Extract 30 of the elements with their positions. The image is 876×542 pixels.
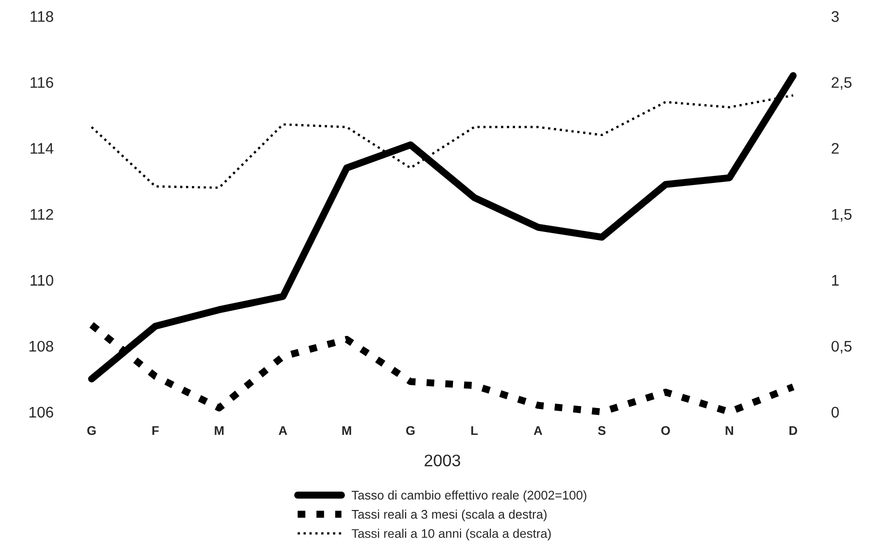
y-tick-label: 106 <box>30 406 54 418</box>
y-tick-label: 112 <box>30 208 54 220</box>
x-tick-label: G <box>87 426 96 435</box>
x-tick-label: D <box>789 426 798 435</box>
x-tick-label: O <box>661 426 670 435</box>
x-tick-label: N <box>726 426 734 435</box>
x-tick-label: S <box>598 426 606 435</box>
y2-tick-label: 1,5 <box>832 209 852 222</box>
x-tick-label: A <box>278 426 288 435</box>
y-tick-label: 110 <box>30 274 54 286</box>
legend-label: Tassi reali a 3 mesi (scala a destra) <box>352 510 547 522</box>
x-tick-label: M <box>342 426 352 435</box>
y2-tick-label: 0 <box>832 406 839 418</box>
y2-tick-label: 1 <box>832 275 839 286</box>
x-tick-label: F <box>152 426 159 435</box>
legend-label: Tassi reali a 10 anni (scala a destra) <box>352 528 551 540</box>
x-tick-label: G <box>406 426 415 435</box>
y-tick-label: 116 <box>30 77 54 88</box>
y2-tick-label: 2,5 <box>832 77 852 90</box>
x-axis-title: 2003 <box>424 454 460 466</box>
y-tick-label: 118 <box>30 11 54 22</box>
x-tick-label: A <box>534 426 542 435</box>
y2-tick-label: 2 <box>832 143 839 154</box>
x-tick-label: M <box>214 426 224 435</box>
y2-tick-label: 3 <box>832 11 839 22</box>
x-tick-label: L <box>471 426 478 435</box>
y-tick-label: 114 <box>30 143 54 154</box>
y2-tick-label: 0,5 <box>832 340 852 354</box>
y-tick-label: 108 <box>30 340 54 352</box>
legend-label: Tasso di cambio effettivo reale (2002=100) <box>352 490 586 502</box>
